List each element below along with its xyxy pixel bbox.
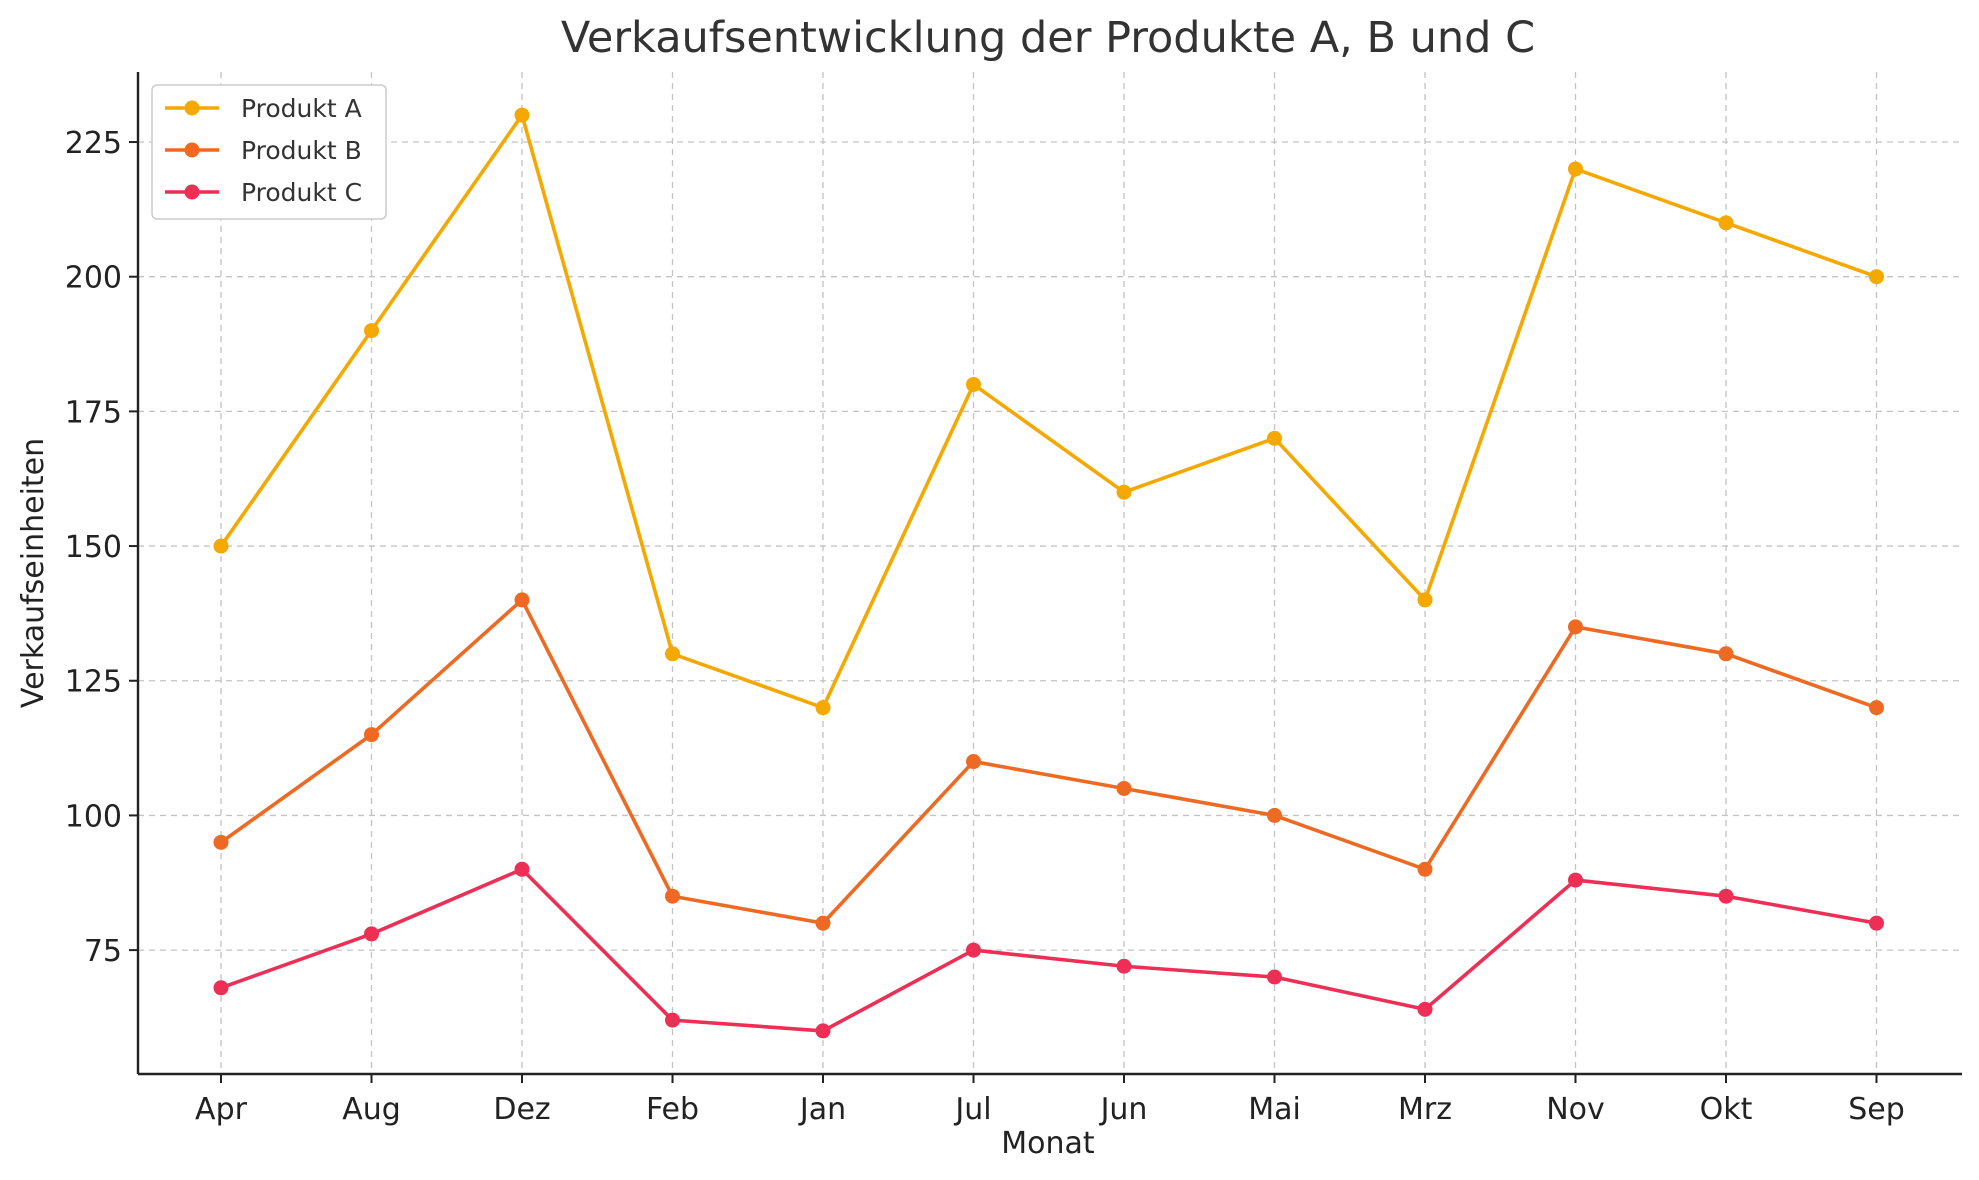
data-point — [1267, 807, 1282, 823]
data-point — [1718, 215, 1734, 231]
legend-label: Produkt C — [241, 178, 362, 207]
data-point — [815, 700, 831, 716]
legend-marker — [184, 184, 200, 200]
tick-labels: Apr Aug Dez Feb Jan Jul Jun Mai Mrz Nov Okt Sep 75 10… — [65, 126, 1905, 1127]
y-tick-label: 200 — [65, 261, 122, 296]
data-point — [1869, 915, 1884, 931]
y-tick-label: 75 — [84, 934, 122, 969]
data-point — [514, 861, 530, 877]
data-point — [364, 727, 379, 743]
x-tick-label: Dez — [493, 1092, 550, 1127]
x-axis-label: Monat — [1001, 1126, 1095, 1161]
series-line — [220, 867, 1877, 1033]
x-tick-label: Mai — [1248, 1092, 1301, 1127]
x-tick-label: Jul — [953, 1092, 991, 1127]
series-1 — [213, 107, 1884, 716]
data-point — [665, 888, 680, 904]
legend: Produkt A Produkt B Produkt C — [151, 84, 387, 220]
data-point — [1417, 592, 1433, 608]
y-tick-label: 175 — [65, 395, 122, 430]
legend-entry: Produkt B — [165, 136, 362, 165]
y-axis-label: Verkaufseinheiten — [16, 438, 51, 708]
data-point — [1267, 969, 1282, 985]
data-point — [213, 538, 229, 554]
y-tick-label: 100 — [65, 799, 122, 834]
x-tick-label: Aug — [342, 1092, 401, 1127]
x-tick-label: Mrz — [1398, 1092, 1452, 1127]
data-point — [665, 1012, 680, 1028]
legend-label: Produkt A — [241, 94, 362, 123]
series-2 — [213, 592, 1884, 931]
data-point — [1869, 700, 1884, 716]
x-tick-label: Nov — [1546, 1092, 1605, 1127]
y-tick-label: 225 — [65, 126, 122, 161]
data-point — [1718, 888, 1734, 904]
data-point — [665, 646, 680, 662]
x-tick-label: Feb — [646, 1092, 699, 1127]
x-tick-label: Okt — [1700, 1092, 1753, 1127]
data-point — [1568, 161, 1583, 177]
legend-label: Produkt B — [241, 136, 362, 165]
data-point — [1116, 484, 1132, 500]
series-line — [219, 113, 1878, 710]
data-point — [1417, 861, 1433, 877]
data-point — [966, 376, 981, 392]
data-point — [1568, 619, 1583, 635]
data-point — [1116, 780, 1132, 796]
legend-marker — [184, 100, 200, 116]
series-lines — [213, 107, 1884, 1039]
axes — [136, 72, 1962, 1076]
x-tick-label: Jan — [798, 1092, 846, 1127]
legend-marker — [184, 142, 200, 158]
series-line — [219, 598, 1878, 925]
data-point — [815, 915, 831, 931]
legend-entry: Produkt A — [165, 94, 362, 123]
x-tick-label: Apr — [195, 1092, 248, 1127]
x-tick-label: Jun — [1099, 1092, 1148, 1127]
data-point — [1417, 1001, 1433, 1017]
legend-box — [151, 84, 387, 220]
data-point — [514, 107, 530, 123]
y-tick-label: 125 — [65, 665, 122, 700]
series-3 — [213, 861, 1884, 1039]
y-tick-label: 150 — [65, 530, 122, 565]
data-point — [514, 592, 530, 608]
data-point — [1869, 269, 1884, 285]
data-point — [1267, 430, 1282, 446]
data-point — [213, 834, 229, 850]
chart-title: Verkaufsentwicklung der Produkte A, B un… — [561, 13, 1535, 63]
data-point — [1718, 646, 1734, 662]
data-point — [966, 942, 981, 958]
grid-lines — [138, 72, 1962, 1074]
data-point — [1568, 872, 1583, 888]
legend-entry: Produkt C — [165, 178, 362, 207]
data-point — [1116, 958, 1132, 974]
data-point — [815, 1023, 831, 1039]
data-point — [213, 980, 229, 996]
x-tick-label: Sep — [1848, 1092, 1905, 1127]
data-point — [966, 754, 981, 770]
data-point — [364, 926, 379, 942]
data-point — [364, 323, 379, 339]
